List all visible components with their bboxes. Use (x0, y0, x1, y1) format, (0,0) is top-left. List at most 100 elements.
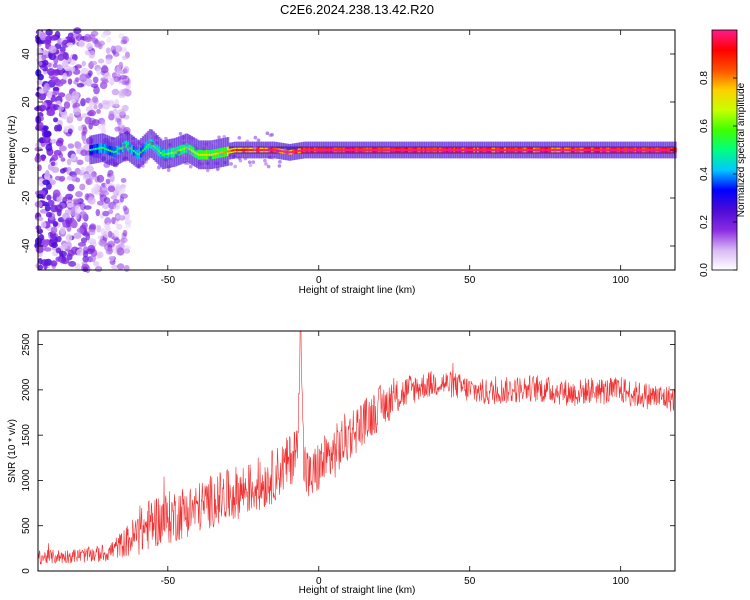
heatmap-cell (140, 151, 143, 154)
heatmap-cell (57, 106, 65, 111)
heatmap-cell (105, 47, 111, 54)
heatmap-cell (346, 149, 349, 151)
heatmap-cell (446, 149, 449, 151)
heatmap-cell (172, 149, 177, 153)
heatmap-cell (267, 146, 272, 151)
heatmap-cell (342, 149, 346, 151)
heatmap-cell (90, 83, 99, 88)
heatmap-cell (141, 164, 145, 168)
snr-y-tick-label: 0 (21, 568, 32, 574)
heatmap-cell (402, 149, 406, 151)
heatmap-cell (228, 150, 232, 153)
heatmap-cell (105, 222, 111, 230)
heatmap-cell (247, 160, 252, 164)
heatmap-cell (79, 183, 86, 191)
heatmap-cell (70, 66, 76, 73)
heatmap-cell (438, 149, 442, 151)
heatmap-cell (361, 149, 364, 151)
heatmap-cell (50, 161, 56, 167)
heatmap-cell (58, 92, 66, 98)
spectrogram-x-ticks: -50 0 50 100 (161, 30, 629, 286)
heatmap-cell (569, 149, 572, 151)
heatmap-cell (500, 149, 503, 151)
heatmap-cell (80, 149, 88, 157)
heatmap-cell (270, 149, 273, 151)
heatmap-cell (88, 228, 96, 236)
heatmap-cell (335, 149, 338, 151)
heatmap-cell (85, 78, 93, 87)
heatmap-cell (97, 235, 104, 240)
heatmap-cell (117, 143, 122, 148)
heatmap-cell (605, 149, 608, 151)
heatmap-cell (205, 153, 208, 156)
heatmap-cell (647, 149, 650, 151)
heatmap-cell (386, 149, 389, 151)
heatmap-cell (600, 149, 603, 151)
heatmap-cell (279, 150, 282, 152)
heatmap-cell (551, 149, 554, 151)
heatmap-cell (480, 149, 483, 151)
heatmap-cell (516, 149, 520, 151)
heatmap-cell (393, 149, 396, 151)
heatmap-cell (178, 131, 183, 136)
heatmap-cell (192, 150, 195, 153)
heatmap-cell (181, 152, 186, 157)
heatmap-cell (80, 67, 89, 76)
heatmap-cell (131, 136, 136, 141)
heatmap-cell (333, 149, 337, 151)
heatmap-cell (88, 50, 96, 59)
heatmap-cell (250, 149, 253, 151)
heatmap-cell (404, 149, 407, 151)
heatmap-cell (50, 260, 58, 267)
heatmap-cell (373, 149, 377, 151)
heatmap-cell (639, 149, 643, 151)
heatmap-cell (62, 72, 68, 81)
heatmap-cell (303, 149, 306, 152)
heatmap-cell (458, 149, 462, 151)
heatmap-cell (157, 165, 161, 170)
heatmap-cell (96, 251, 104, 259)
heatmap-cell (87, 196, 96, 205)
heatmap-cell (115, 185, 122, 193)
heatmap-cell (59, 168, 66, 174)
heatmap-cell (207, 153, 210, 156)
heatmap-cell (621, 149, 625, 151)
heatmap-cell (135, 146, 139, 151)
heatmap-cell (215, 167, 220, 172)
heatmap-cell (116, 64, 122, 73)
heatmap-cell (125, 84, 131, 90)
heatmap-cell (121, 55, 128, 61)
snr-x-tick-label: 0 (316, 576, 322, 587)
heatmap-cell (263, 158, 267, 163)
heatmap-cell (53, 69, 61, 74)
heatmap-cell (208, 156, 212, 160)
heatmap-cell (104, 72, 111, 80)
heatmap-cell (308, 149, 311, 151)
heatmap-cell (183, 147, 186, 150)
heatmap-cell (111, 264, 119, 270)
heatmap-cell (252, 149, 255, 151)
heatmap-cell (147, 144, 150, 147)
heatmap-cell (554, 149, 558, 151)
heatmap-cell (650, 149, 654, 151)
heatmap-cell (120, 186, 126, 194)
heatmap-cell (172, 151, 175, 154)
heatmap-cell (158, 150, 161, 153)
heatmap-cell (206, 146, 211, 150)
heatmap-cell (294, 150, 297, 153)
heatmap-cell (572, 149, 576, 151)
heatmap-cell (130, 148, 134, 151)
heatmap-cell (397, 149, 400, 151)
heatmap-cell (384, 149, 387, 151)
heatmap-cell (190, 152, 194, 156)
heatmap-cell (149, 142, 152, 145)
heatmap-cell (45, 143, 53, 152)
heatmap-cell (76, 159, 84, 166)
colorbar-tick-label: 0.4 (699, 167, 710, 181)
heatmap-cell (62, 60, 69, 68)
heatmap-cell (82, 266, 89, 273)
heatmap-cell (344, 149, 348, 151)
heatmap-cell (113, 204, 120, 210)
spectrogram-y-ticks: -40 -20 0 20 40 (21, 48, 675, 253)
heatmap-cell (122, 229, 128, 237)
